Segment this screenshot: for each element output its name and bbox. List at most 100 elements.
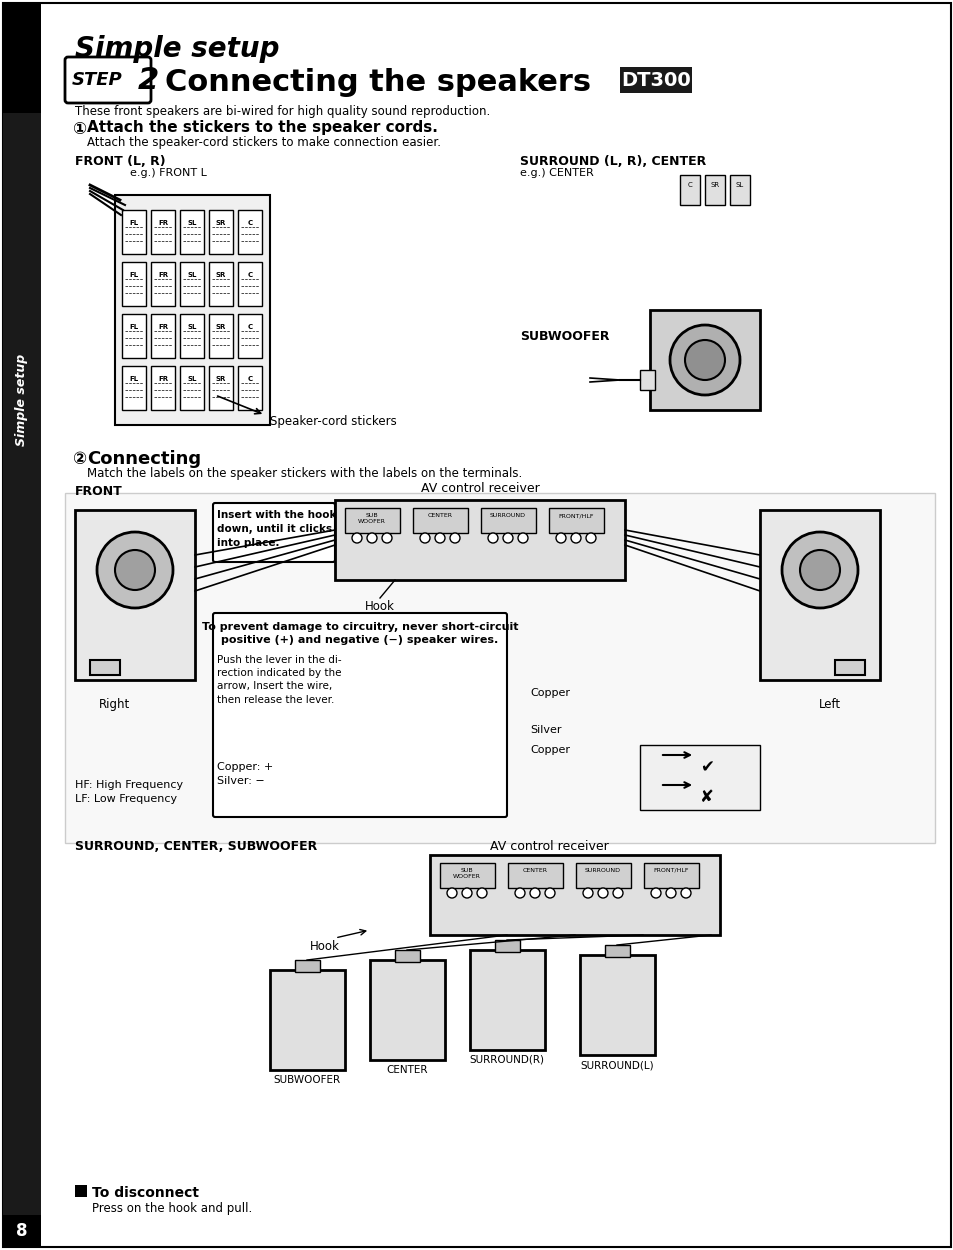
Text: FR: FR bbox=[158, 220, 168, 226]
Bar bbox=[470, 950, 544, 1050]
Circle shape bbox=[515, 888, 524, 898]
Bar bbox=[270, 970, 345, 1070]
Text: C: C bbox=[247, 272, 253, 278]
Bar bbox=[430, 855, 720, 935]
Bar bbox=[679, 175, 700, 205]
Text: e.g.) FRONT L: e.g.) FRONT L bbox=[130, 168, 207, 177]
Text: SL: SL bbox=[187, 376, 196, 382]
Bar bbox=[3, 2, 41, 1248]
Text: SR: SR bbox=[215, 324, 226, 330]
Bar bbox=[180, 366, 204, 410]
Circle shape bbox=[680, 888, 690, 898]
Bar bbox=[65, 492, 934, 842]
Circle shape bbox=[352, 532, 361, 542]
Text: Copper: +: Copper: + bbox=[216, 762, 273, 772]
Circle shape bbox=[582, 888, 593, 898]
Text: SUB
WOOFER: SUB WOOFER bbox=[357, 512, 386, 524]
Text: FRONT: FRONT bbox=[75, 485, 123, 498]
Text: Match the labels on the speaker stickers with the labels on the terminals.: Match the labels on the speaker stickers… bbox=[87, 468, 521, 480]
Circle shape bbox=[419, 532, 430, 542]
Text: C: C bbox=[247, 324, 253, 330]
Circle shape bbox=[571, 532, 580, 542]
Bar bbox=[209, 366, 233, 410]
Text: FR: FR bbox=[158, 272, 168, 278]
Bar bbox=[237, 366, 262, 410]
Bar bbox=[480, 508, 536, 532]
Text: SURROUND (L, R), CENTER: SURROUND (L, R), CENTER bbox=[519, 155, 705, 168]
Bar bbox=[209, 262, 233, 306]
Circle shape bbox=[613, 888, 622, 898]
Bar bbox=[495, 940, 519, 952]
Bar bbox=[3, 1215, 41, 1248]
Bar bbox=[237, 314, 262, 358]
Text: SR: SR bbox=[710, 182, 719, 188]
Circle shape bbox=[435, 532, 444, 542]
FancyBboxPatch shape bbox=[213, 612, 506, 818]
Bar bbox=[370, 960, 444, 1060]
Bar bbox=[729, 175, 749, 205]
Bar bbox=[604, 945, 629, 958]
Text: FR: FR bbox=[158, 324, 168, 330]
Text: Connecting: Connecting bbox=[87, 450, 201, 468]
Text: FRONT (L, R): FRONT (L, R) bbox=[75, 155, 166, 168]
Circle shape bbox=[665, 888, 676, 898]
Circle shape bbox=[556, 532, 565, 542]
Text: To disconnect: To disconnect bbox=[91, 1186, 199, 1200]
Bar bbox=[122, 262, 146, 306]
Text: SURROUND, CENTER, SUBWOOFER: SURROUND, CENTER, SUBWOOFER bbox=[75, 840, 317, 852]
Bar bbox=[180, 210, 204, 254]
Circle shape bbox=[367, 532, 376, 542]
Text: FL: FL bbox=[130, 324, 138, 330]
Bar bbox=[180, 262, 204, 306]
Bar bbox=[122, 210, 146, 254]
Circle shape bbox=[598, 888, 607, 898]
Bar bbox=[115, 195, 270, 425]
Circle shape bbox=[669, 325, 740, 395]
Text: SL: SL bbox=[187, 324, 196, 330]
Circle shape bbox=[544, 888, 555, 898]
Text: CENTER: CENTER bbox=[386, 1065, 427, 1075]
Text: C: C bbox=[247, 220, 253, 226]
Bar bbox=[90, 660, 120, 675]
Bar bbox=[3, 2, 41, 112]
Text: C: C bbox=[687, 182, 692, 188]
Circle shape bbox=[781, 532, 857, 608]
Text: C: C bbox=[247, 376, 253, 382]
Text: To prevent damage to circuitry, never short-circuit
positive (+) and negative (−: To prevent damage to circuitry, never sh… bbox=[201, 622, 517, 645]
Text: ①: ① bbox=[71, 120, 86, 138]
Text: SR: SR bbox=[215, 376, 226, 382]
Text: FRONT/HLF: FRONT/HLF bbox=[653, 867, 688, 872]
Bar bbox=[209, 210, 233, 254]
Bar bbox=[122, 366, 146, 410]
Bar bbox=[151, 314, 174, 358]
Circle shape bbox=[447, 888, 456, 898]
Text: ②: ② bbox=[71, 450, 86, 468]
Text: Push the lever in the di-
rection indicated by the
arrow, Insert the wire,
then : Push the lever in the di- rection indica… bbox=[216, 655, 341, 705]
Bar bbox=[639, 370, 655, 390]
Text: FL: FL bbox=[130, 376, 138, 382]
Text: Simple setup: Simple setup bbox=[75, 35, 279, 62]
Text: FRONT/HLF: FRONT/HLF bbox=[558, 512, 593, 518]
Bar bbox=[209, 314, 233, 358]
Text: Insert with the hook
down, until it clicks
into place.: Insert with the hook down, until it clic… bbox=[216, 510, 336, 548]
Circle shape bbox=[450, 532, 459, 542]
FancyBboxPatch shape bbox=[213, 503, 335, 562]
Text: Attach the stickers to the speaker cords.: Attach the stickers to the speaker cords… bbox=[87, 120, 437, 135]
Circle shape bbox=[381, 532, 392, 542]
Text: SUBWOOFER: SUBWOOFER bbox=[519, 330, 609, 342]
Bar bbox=[75, 1185, 87, 1198]
Text: SURROUND: SURROUND bbox=[584, 867, 620, 872]
Text: Attach the speaker-cord stickers to make connection easier.: Attach the speaker-cord stickers to make… bbox=[87, 136, 440, 149]
Circle shape bbox=[488, 532, 497, 542]
Text: SR: SR bbox=[215, 220, 226, 226]
Text: FL: FL bbox=[130, 220, 138, 226]
Bar bbox=[579, 955, 655, 1055]
Circle shape bbox=[530, 888, 539, 898]
Bar bbox=[507, 862, 562, 887]
Text: CENTER: CENTER bbox=[427, 512, 452, 518]
Text: Copper: Copper bbox=[530, 745, 569, 755]
Bar bbox=[180, 314, 204, 358]
Text: SL: SL bbox=[187, 220, 196, 226]
Circle shape bbox=[585, 532, 596, 542]
Text: Left: Left bbox=[818, 698, 841, 711]
